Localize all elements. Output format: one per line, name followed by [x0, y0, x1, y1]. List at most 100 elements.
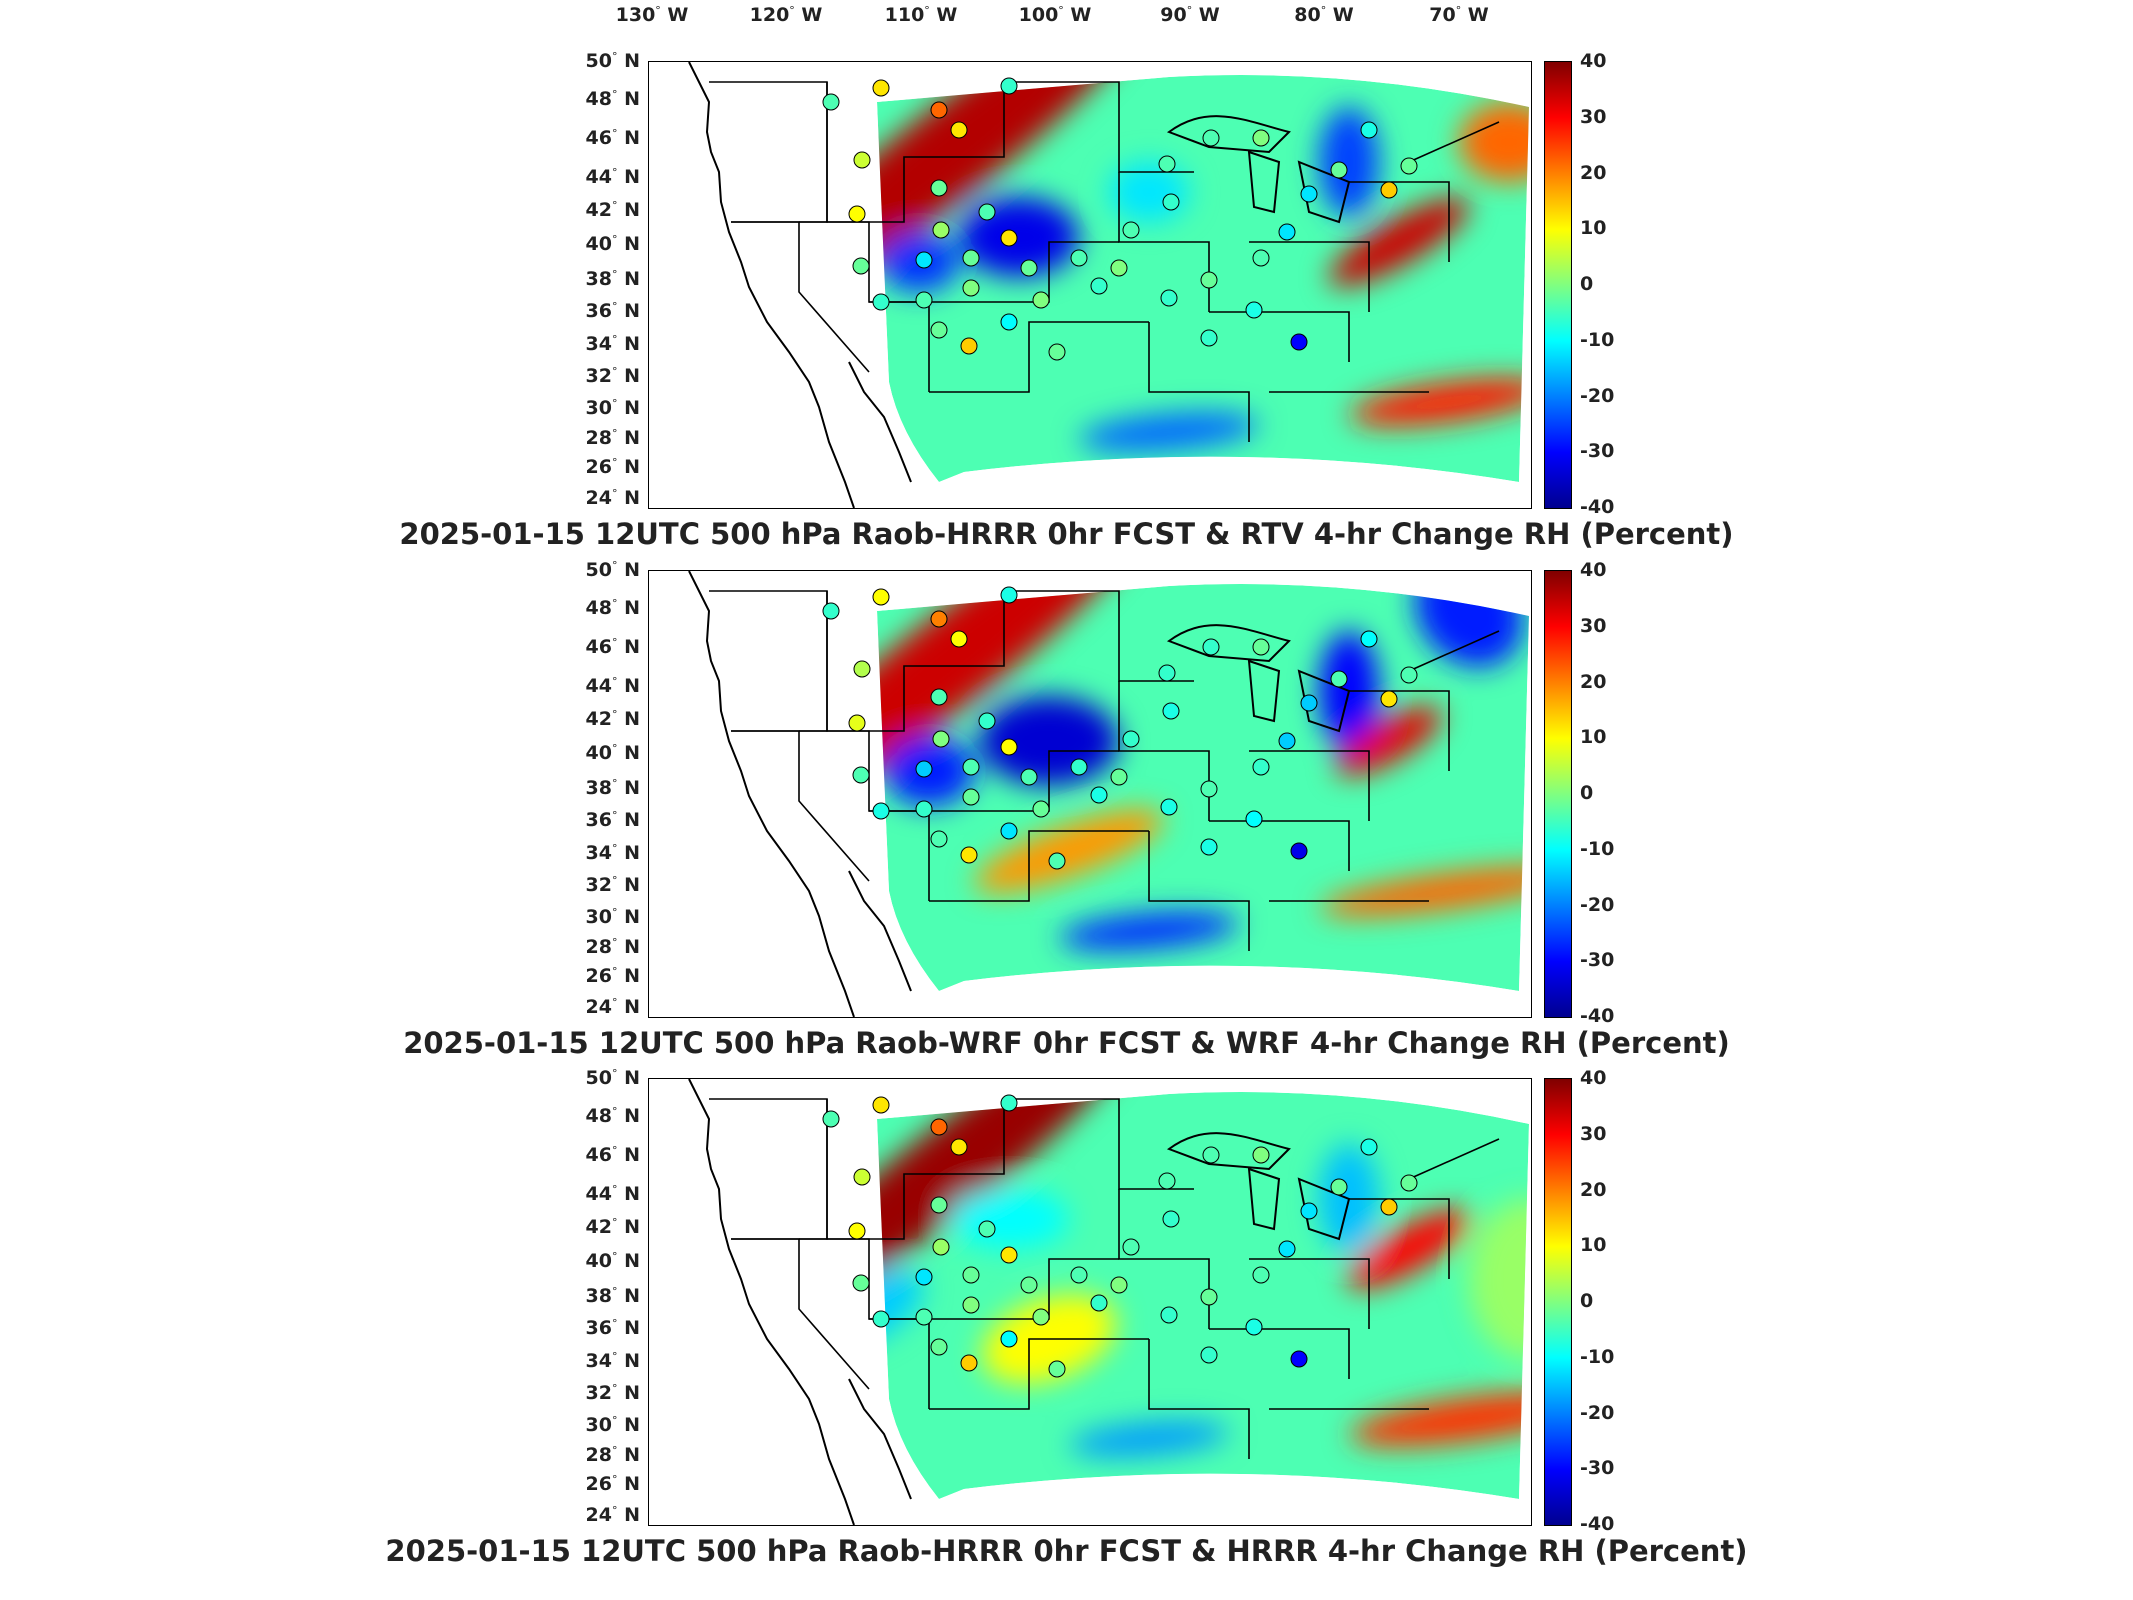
raob-station-marker — [930, 101, 948, 119]
raob-station-marker — [962, 249, 980, 267]
raob-station-marker — [872, 1310, 890, 1328]
rh-field-region — [1328, 197, 1470, 287]
state-boundary — [1148, 831, 1250, 951]
great-lake-outline — [1247, 150, 1281, 214]
panel-title: 2025-01-15 12UTC 500 hPa Raob-HRRR 0hr F… — [385, 1534, 1748, 1568]
colorbar-tick-label: 40 — [1580, 1067, 1607, 1089]
colorbar-tick-label: -30 — [1580, 1457, 1615, 1480]
colorbar-tick-label: -10 — [1580, 328, 1615, 351]
latitude-label: 46° N — [585, 635, 640, 658]
raob-station-marker — [1252, 1266, 1270, 1284]
state-boundary — [826, 82, 1005, 223]
raob-station-marker — [1245, 1318, 1263, 1336]
raob-station-marker — [1278, 223, 1296, 241]
colorbar-tick-label: 40 — [1580, 559, 1607, 581]
colorbar-tick-label: -40 — [1580, 1005, 1615, 1027]
latitude-label: 46° N — [585, 126, 640, 149]
raob-station-marker — [1252, 1146, 1270, 1164]
raob-station-marker — [1200, 1346, 1218, 1364]
latitude-label: 50° N — [585, 1067, 640, 1089]
latitude-label: 44° N — [585, 674, 640, 697]
latitude-label: 42° N — [585, 198, 640, 221]
coastline — [688, 571, 855, 1017]
coastline — [848, 361, 912, 483]
raob-station-marker — [1330, 670, 1348, 688]
coastline — [688, 62, 855, 508]
state-boundary — [869, 750, 1119, 812]
raob-station-marker — [950, 121, 968, 139]
raob-station-marker — [1252, 129, 1270, 147]
raob-station-marker — [1202, 129, 1220, 147]
raob-station-marker — [915, 291, 933, 309]
raob-station-marker — [1200, 329, 1218, 347]
raob-station-marker — [1048, 1360, 1066, 1378]
state-boundary — [709, 81, 828, 223]
raob-station-marker — [930, 179, 948, 197]
latitude-label: 32° N — [585, 873, 640, 896]
rh-field-region — [1469, 1199, 1529, 1359]
raob-station-marker — [1032, 1308, 1050, 1326]
raob-station-marker — [852, 766, 870, 784]
great-lake-outline — [1166, 1132, 1291, 1171]
latitude-label: 34° N — [585, 332, 640, 355]
raob-station-marker — [822, 93, 840, 111]
raob-station-marker — [1020, 1276, 1038, 1294]
raob-stations — [822, 1094, 1418, 1378]
raob-station-marker — [930, 1196, 948, 1214]
raob-station-marker — [853, 660, 871, 678]
colorbar-tick-label: -20 — [1580, 1401, 1615, 1424]
raob-station-marker — [1290, 1350, 1308, 1368]
raob-station-marker — [978, 712, 996, 730]
raob-station-marker — [1070, 1266, 1088, 1284]
latitude-label: 48° N — [585, 596, 640, 619]
latitude-label: 34° N — [585, 1349, 640, 1372]
latitude-label: 36° N — [585, 300, 640, 323]
longitude-label: 100° W — [1018, 4, 1092, 26]
colorbar-tick-label: -10 — [1580, 1345, 1615, 1368]
raob-station-marker — [1110, 1276, 1128, 1294]
raob-station-marker — [1290, 842, 1308, 860]
raob-station-marker — [1158, 1172, 1176, 1190]
colorbar-tick-label: 20 — [1580, 1178, 1607, 1201]
latitude-label: 24° N — [585, 487, 640, 510]
rh-field-region — [1459, 102, 1529, 182]
raob-station-marker — [1032, 800, 1050, 818]
raob-station-marker — [1122, 730, 1140, 748]
raob-station-marker — [1200, 1288, 1218, 1306]
state-boundary — [1249, 1258, 1370, 1329]
raob-station-marker — [1245, 810, 1263, 828]
raob-station-marker — [1380, 181, 1398, 199]
latitude-label: 38° N — [585, 1285, 640, 1308]
state-boundary — [1148, 322, 1250, 442]
raob-station-marker — [930, 610, 948, 628]
raob-station-marker — [1360, 630, 1378, 648]
rh-field-region — [1069, 1421, 1229, 1457]
latitude-label: 26° N — [585, 1473, 640, 1496]
latitude-label: 26° N — [585, 965, 640, 988]
colorbar-tick-label: -30 — [1580, 440, 1615, 463]
colorbar-tick-label: 20 — [1580, 670, 1607, 693]
colorbar-tick-label: -40 — [1580, 1513, 1615, 1535]
latitude-label: 36° N — [585, 809, 640, 832]
raob-stations — [822, 77, 1418, 361]
rh-field-region — [1320, 865, 1529, 917]
raob-station-marker — [872, 293, 890, 311]
latitude-label: 48° N — [585, 87, 640, 110]
latitude-label: 50° N — [585, 50, 640, 72]
colorbar — [1544, 570, 1572, 1018]
latitude-label: 24° N — [585, 996, 640, 1019]
state-boundary — [869, 1258, 1119, 1320]
raob-station-marker — [932, 730, 950, 748]
colorbar-tick-label: 10 — [1580, 1234, 1607, 1257]
longitude-label: 70° W — [1429, 4, 1489, 26]
latitude-label: 46° N — [585, 1143, 640, 1166]
state-boundary — [1349, 690, 1450, 771]
raob-station-marker — [1090, 1294, 1108, 1312]
raob-station-marker — [1202, 638, 1220, 656]
latitude-label: 30° N — [585, 397, 640, 420]
raob-station-marker — [1200, 780, 1218, 798]
colorbar — [1544, 1078, 1572, 1526]
raob-station-marker — [872, 588, 890, 606]
raob-station-marker — [1278, 732, 1296, 750]
rh-field-region — [1347, 1209, 1471, 1289]
